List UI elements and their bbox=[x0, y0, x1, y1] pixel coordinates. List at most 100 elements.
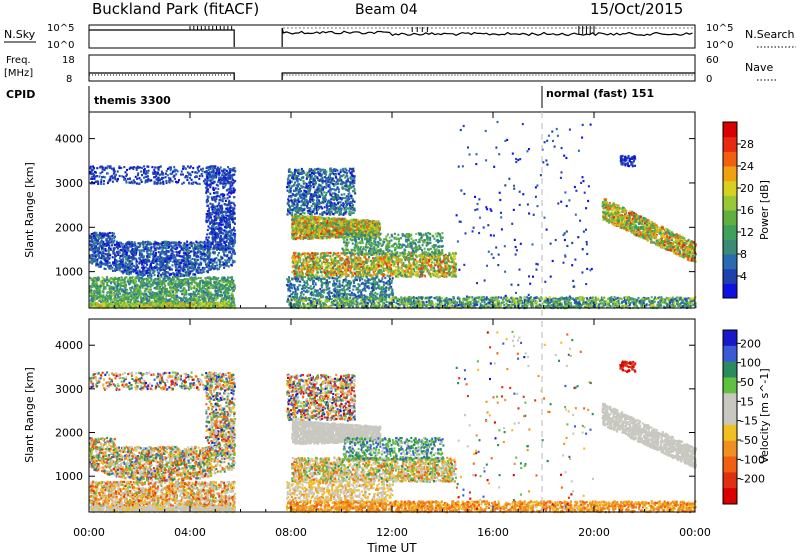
range-cell bbox=[194, 273, 196, 275]
range-cell bbox=[127, 298, 129, 300]
range-cell bbox=[164, 243, 166, 245]
range-cell bbox=[231, 287, 233, 289]
range-cell bbox=[214, 206, 216, 208]
range-cell bbox=[183, 275, 185, 277]
nave-tick-top: 60 bbox=[706, 55, 719, 66]
range-cell bbox=[232, 262, 234, 264]
range-cell bbox=[213, 225, 215, 227]
range-cell bbox=[291, 212, 293, 214]
range-cell bbox=[219, 280, 221, 282]
range-cell bbox=[149, 293, 151, 295]
range-cell bbox=[122, 259, 124, 261]
range-cell bbox=[225, 200, 227, 202]
range-cell bbox=[137, 242, 139, 244]
range-cell bbox=[102, 251, 104, 253]
range-cell bbox=[110, 282, 112, 284]
range-cell bbox=[110, 292, 112, 294]
range-cell bbox=[181, 298, 183, 300]
range-cell bbox=[97, 236, 99, 238]
range-cell bbox=[135, 277, 137, 279]
range-cell bbox=[226, 237, 228, 239]
range-cell bbox=[140, 291, 142, 293]
range-cell bbox=[124, 250, 126, 252]
range-cell bbox=[123, 179, 125, 181]
range-cell bbox=[181, 170, 183, 172]
range-cell bbox=[218, 288, 220, 290]
range-cell bbox=[102, 167, 104, 169]
range-cell bbox=[122, 248, 124, 250]
range-cell bbox=[229, 170, 231, 172]
range-cell bbox=[177, 303, 179, 305]
range-cell bbox=[205, 258, 207, 260]
freq-line-seg1 bbox=[89, 73, 234, 80]
range-cell bbox=[189, 255, 191, 257]
range-cell bbox=[224, 226, 226, 228]
range-cell bbox=[162, 306, 164, 308]
range-cell bbox=[231, 276, 233, 278]
range-cell bbox=[150, 260, 152, 262]
range-cell bbox=[150, 179, 152, 181]
range-cell bbox=[155, 252, 157, 254]
range-cell bbox=[208, 305, 210, 307]
range-cell bbox=[168, 295, 170, 297]
range-cell bbox=[98, 300, 100, 302]
range-cell bbox=[162, 181, 164, 183]
range-cell bbox=[165, 176, 167, 178]
range-cell bbox=[156, 167, 158, 169]
range-cell bbox=[221, 207, 223, 209]
range-cell bbox=[222, 172, 224, 174]
range-cell bbox=[213, 170, 215, 172]
range-cell bbox=[199, 299, 201, 301]
range-cell bbox=[228, 292, 230, 294]
range-cell bbox=[127, 249, 129, 251]
range-cell bbox=[193, 250, 195, 252]
range-cell bbox=[95, 295, 97, 297]
range-cell bbox=[104, 280, 106, 282]
range-cell bbox=[161, 285, 163, 287]
range-cell bbox=[233, 207, 235, 209]
range-cell bbox=[187, 165, 189, 167]
range-cell bbox=[167, 264, 169, 266]
range-cell bbox=[164, 285, 166, 287]
range-cell bbox=[149, 271, 151, 273]
range-cell bbox=[146, 176, 148, 178]
range-cell bbox=[153, 261, 155, 263]
range-cell bbox=[197, 248, 199, 250]
range-cell bbox=[140, 297, 142, 299]
range-cell bbox=[162, 269, 164, 271]
cpid-label: CPID bbox=[6, 88, 35, 101]
nave-label: Nave bbox=[745, 61, 773, 74]
range-cell bbox=[108, 245, 110, 247]
range-cell bbox=[221, 285, 223, 287]
range-cell bbox=[215, 294, 217, 296]
range-cell bbox=[135, 167, 137, 169]
range-cell bbox=[223, 254, 225, 256]
range-cell bbox=[209, 186, 211, 188]
range-cell bbox=[196, 262, 198, 264]
range-cell bbox=[209, 221, 211, 223]
range-cell bbox=[213, 192, 215, 194]
range-cell bbox=[231, 207, 233, 209]
range-cell bbox=[230, 257, 232, 259]
range-cell bbox=[129, 278, 131, 280]
range-cell bbox=[123, 254, 125, 256]
range-cell bbox=[204, 297, 206, 299]
range-cell bbox=[176, 289, 178, 291]
range-cell bbox=[134, 297, 136, 299]
range-cell bbox=[209, 261, 211, 263]
range-cell bbox=[195, 259, 197, 261]
range-cell bbox=[117, 260, 119, 262]
range-cell bbox=[207, 239, 209, 241]
range-cell bbox=[118, 167, 120, 169]
range-cell bbox=[139, 286, 141, 288]
range-cell bbox=[163, 278, 165, 280]
range-cell bbox=[135, 293, 137, 295]
range-cell bbox=[160, 274, 162, 276]
range-cell bbox=[232, 174, 234, 176]
range-cell bbox=[140, 170, 142, 172]
range-cell bbox=[118, 266, 120, 268]
range-cell bbox=[120, 287, 122, 289]
range-cell bbox=[229, 243, 231, 245]
range-cell bbox=[93, 291, 95, 293]
range-cell bbox=[188, 263, 190, 265]
